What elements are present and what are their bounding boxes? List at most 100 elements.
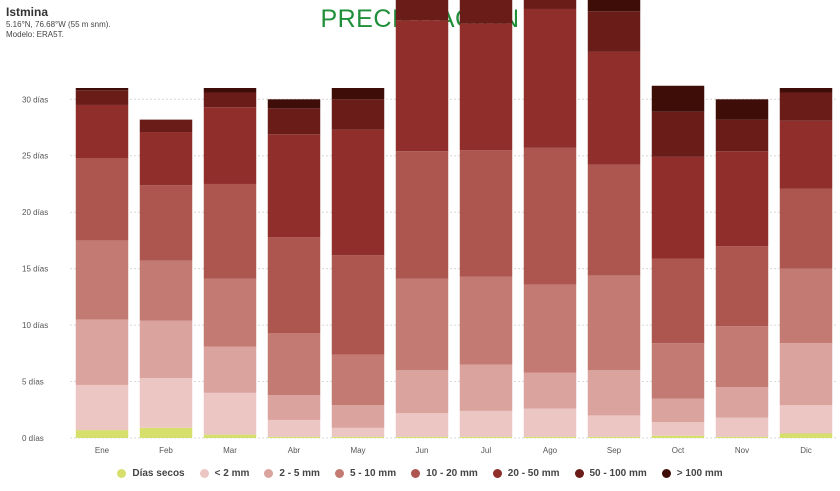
bar-segment bbox=[715, 387, 769, 418]
bar-segment bbox=[203, 107, 257, 184]
bar-segment bbox=[139, 320, 193, 379]
bar-segment bbox=[75, 384, 129, 431]
legend-label: 20 - 50 mm bbox=[507, 468, 560, 479]
bar-segment bbox=[331, 405, 385, 428]
x-tick-label: Sep bbox=[607, 446, 622, 455]
bar-segment bbox=[651, 422, 705, 436]
bar-segment bbox=[203, 346, 257, 393]
legend-item[interactable]: < 2 mm bbox=[199, 468, 250, 479]
x-tick-label: Ago bbox=[543, 446, 558, 455]
location-coords: 5.16°N, 76.68°W (55 m snm). bbox=[6, 20, 111, 29]
bar-segment bbox=[459, 23, 513, 151]
legend-item[interactable]: 5 - 10 mm bbox=[334, 468, 397, 479]
bar-segment bbox=[459, 150, 513, 277]
bar-segment bbox=[203, 183, 257, 279]
bar-segment bbox=[651, 156, 705, 259]
bar-segment bbox=[587, 370, 641, 416]
bar-segment bbox=[267, 395, 321, 420]
bar-segment bbox=[267, 237, 321, 333]
x-tick-label: Feb bbox=[159, 446, 173, 455]
bar-segment bbox=[523, 436, 577, 438]
bar-segment bbox=[651, 398, 705, 423]
chart-legend: Días secos < 2 mm 2 - 5 mm 5 - 10 mm 10 - 20… bbox=[0, 468, 840, 479]
bar-segment bbox=[139, 119, 193, 133]
bar-segment bbox=[587, 51, 641, 165]
bar-segment bbox=[267, 108, 321, 135]
bar-segment bbox=[459, 410, 513, 437]
bar-segment bbox=[395, 151, 449, 279]
bar-segment bbox=[715, 99, 769, 120]
legend-item[interactable]: 50 - 100 mm bbox=[574, 468, 647, 479]
bar-segment bbox=[459, 436, 513, 438]
bar-segment bbox=[75, 430, 129, 438]
bar-segment bbox=[331, 255, 385, 355]
bar-segment bbox=[203, 88, 257, 93]
bar-segment bbox=[395, 0, 449, 21]
legend-label: < 2 mm bbox=[214, 468, 250, 479]
legend-swatch bbox=[264, 469, 274, 478]
bar-segment bbox=[139, 378, 193, 428]
location-name: Istmina bbox=[6, 5, 49, 19]
bar-segment bbox=[459, 276, 513, 365]
bar-segment bbox=[779, 188, 833, 269]
location-model: Modelo: ERA5T. bbox=[6, 30, 64, 39]
bar-segment bbox=[395, 370, 449, 414]
legend-swatch bbox=[334, 469, 344, 478]
location-info: Istmina 5.16°N, 76.68°W (55 m snm). Mode… bbox=[6, 6, 111, 39]
bar-segment bbox=[779, 343, 833, 406]
legend-label: Días secos bbox=[132, 468, 185, 479]
bar-segment bbox=[139, 185, 193, 261]
bar-segment bbox=[139, 260, 193, 321]
legend-label: 5 - 10 mm bbox=[349, 468, 397, 479]
bar-segment bbox=[587, 11, 641, 52]
bar-segment bbox=[523, 372, 577, 409]
bar-segment bbox=[267, 134, 321, 238]
x-tick-label: Ene bbox=[95, 446, 110, 455]
bar-segment bbox=[75, 88, 129, 91]
bar-segment bbox=[331, 427, 385, 437]
bar-segment bbox=[715, 119, 769, 152]
bar-segment bbox=[587, 415, 641, 437]
bar-segment bbox=[715, 326, 769, 388]
x-tick-label: Jul bbox=[481, 446, 491, 455]
bar-segment bbox=[779, 268, 833, 344]
bar-segment bbox=[523, 284, 577, 373]
bar-segment bbox=[587, 436, 641, 438]
y-tick-label: 20 días bbox=[22, 208, 48, 217]
bar-segment bbox=[779, 88, 833, 93]
bar-segment bbox=[779, 92, 833, 121]
legend-swatch bbox=[117, 469, 127, 478]
bar-segment bbox=[651, 435, 705, 438]
bar-segment bbox=[587, 275, 641, 371]
x-tick-label: Mar bbox=[223, 446, 237, 455]
x-tick-label: May bbox=[350, 446, 365, 455]
bar-segment bbox=[779, 120, 833, 189]
bar-segment bbox=[715, 417, 769, 437]
bar-segment bbox=[715, 151, 769, 247]
bar-segment bbox=[267, 333, 321, 396]
legend-item[interactable]: Días secos bbox=[117, 468, 185, 479]
bar-segment bbox=[203, 434, 257, 438]
bar-segment bbox=[331, 129, 385, 256]
bar-segment bbox=[203, 278, 257, 347]
legend-label: 2 - 5 mm bbox=[279, 468, 320, 479]
bar-segment bbox=[75, 158, 129, 241]
bar-segment bbox=[267, 436, 321, 438]
x-tick-label: Jun bbox=[416, 446, 429, 455]
bar-segment bbox=[75, 90, 129, 105]
y-tick-label: 30 días bbox=[22, 95, 48, 104]
bar-segment bbox=[523, 0, 577, 9]
legend-item[interactable]: > 100 mm bbox=[661, 468, 723, 479]
legend-swatch bbox=[411, 469, 421, 478]
legend-swatch bbox=[492, 469, 502, 478]
legend-item[interactable]: 20 - 50 mm bbox=[492, 468, 560, 479]
y-tick-label: 10 días bbox=[22, 321, 48, 330]
x-tick-label: Nov bbox=[735, 446, 749, 455]
bar-segment bbox=[331, 354, 385, 406]
legend-item[interactable]: 10 - 20 mm bbox=[411, 468, 478, 479]
legend-label: 10 - 20 mm bbox=[426, 468, 478, 479]
bar-segment bbox=[651, 343, 705, 399]
legend-item[interactable]: 2 - 5 mm bbox=[264, 468, 320, 479]
bar-segment bbox=[587, 0, 641, 12]
